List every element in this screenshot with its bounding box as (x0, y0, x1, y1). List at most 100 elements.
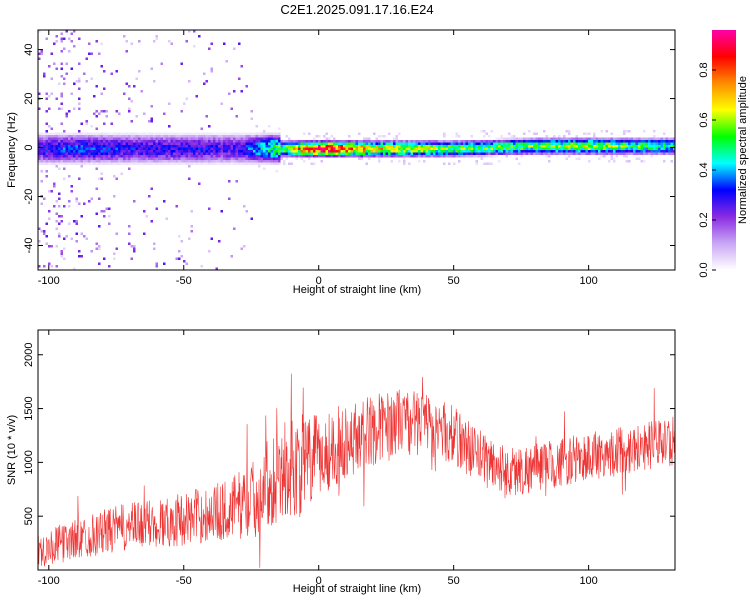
heatmap-cell (358, 140, 361, 143)
heatmap-cell (595, 152, 598, 155)
heatmap-cell (100, 160, 103, 163)
heatmap-cell (633, 152, 636, 155)
heatmap-cell (53, 152, 56, 155)
heatmap-cell (93, 137, 96, 140)
heatmap-cell (373, 150, 376, 153)
heatmap-cell (428, 145, 431, 148)
heatmap-cell (130, 147, 133, 150)
heatmap-cell (138, 135, 141, 138)
heatmap-cell (488, 135, 491, 138)
heatmap-cell (55, 245, 58, 248)
heatmap-cell (198, 182, 201, 185)
heatmap-cell (173, 135, 176, 138)
heatmap-cell (638, 137, 641, 140)
heatmap-cell (48, 137, 51, 140)
heatmap-cell (125, 132, 128, 135)
heatmap-cell (268, 135, 271, 138)
heatmap-cell (395, 145, 398, 148)
heatmap-cell (98, 247, 101, 250)
heatmap-cell (43, 75, 46, 78)
heatmap-cell (168, 140, 171, 143)
heatmap-cell (180, 147, 183, 150)
heatmap-cell (258, 132, 261, 135)
heatmap-cell (343, 155, 346, 158)
heatmap-cell (75, 140, 78, 143)
heatmap-cell (560, 142, 563, 145)
heatmap-cell (178, 162, 181, 165)
heatmap-cell (98, 142, 101, 145)
heatmap-cell (275, 170, 278, 173)
heatmap-cell (505, 147, 508, 150)
heatmap-cell (300, 152, 303, 155)
heatmap-cell (470, 142, 473, 145)
heatmap-cell (153, 147, 156, 150)
heatmap-cell (225, 60, 228, 63)
heatmap-cell (388, 145, 391, 148)
heatmap-cell (610, 145, 613, 148)
heatmap-cell (425, 155, 428, 158)
heatmap-cell (158, 137, 161, 140)
heatmap-cell (255, 150, 258, 153)
heatmap-cell (78, 255, 81, 258)
heatmap-cell (123, 145, 126, 148)
heatmap-cell (165, 162, 168, 165)
heatmap-cell (213, 157, 216, 160)
heatmap-cell (280, 157, 283, 160)
heatmap-cell (85, 152, 88, 155)
heatmap-cell (560, 152, 563, 155)
heatmap-cell (195, 95, 198, 98)
heatmap-cell (475, 155, 478, 158)
heatmap-cell (395, 147, 398, 150)
heatmap-cell (118, 155, 121, 158)
heatmap-cell (113, 157, 116, 160)
heatmap-cell (108, 140, 111, 143)
heatmap-cell (340, 147, 343, 150)
heatmap-cell (113, 162, 116, 165)
heatmap-cell (218, 152, 221, 155)
heatmap-cell (103, 145, 106, 148)
heatmap-cell (330, 145, 333, 148)
heatmap-cell (378, 140, 381, 143)
heatmap-cell (153, 140, 156, 143)
heatmap-cell (143, 132, 146, 135)
heatmap-cell (303, 140, 306, 143)
heatmap-cell (588, 160, 591, 163)
heatmap-cell (220, 210, 223, 213)
heatmap-cell (180, 240, 183, 243)
heatmap-cell (100, 172, 103, 175)
heatmap-cell (478, 155, 481, 158)
heatmap-cell (65, 147, 68, 150)
heatmap-cell (145, 137, 148, 140)
heatmap-cell (413, 140, 416, 143)
heatmap-cell (615, 140, 618, 143)
heatmap-cell (63, 152, 66, 155)
heatmap-cell (78, 150, 81, 153)
heatmap-cell (465, 142, 468, 145)
heatmap-cell (370, 150, 373, 153)
heatmap-cell (93, 157, 96, 160)
heatmap-cell (268, 155, 271, 158)
heatmap-cell (613, 145, 616, 148)
heatmap-cell (403, 152, 406, 155)
heatmap-cell (405, 147, 408, 150)
heatmap-cell (480, 155, 483, 158)
heatmap-cell (628, 130, 631, 133)
heatmap-cell (505, 152, 508, 155)
heatmap-cell (285, 142, 288, 145)
heatmap-cell (80, 150, 83, 153)
heatmap-cell (293, 152, 296, 155)
heatmap-cell (215, 132, 218, 135)
heatmap-cell (228, 197, 231, 200)
heatmap-cell (270, 140, 273, 143)
heatmap-cell (138, 40, 141, 43)
heatmap-cell (533, 137, 536, 140)
heatmap-cell (235, 145, 238, 148)
heatmap-cell (125, 137, 128, 140)
heatmap-cell (110, 160, 113, 163)
heatmap-cell (53, 182, 56, 185)
heatmap-cell (453, 155, 456, 158)
heatmap-cell (63, 160, 66, 163)
heatmap-cell (40, 140, 43, 143)
heatmap-cell (420, 150, 423, 153)
heatmap-cell (328, 152, 331, 155)
